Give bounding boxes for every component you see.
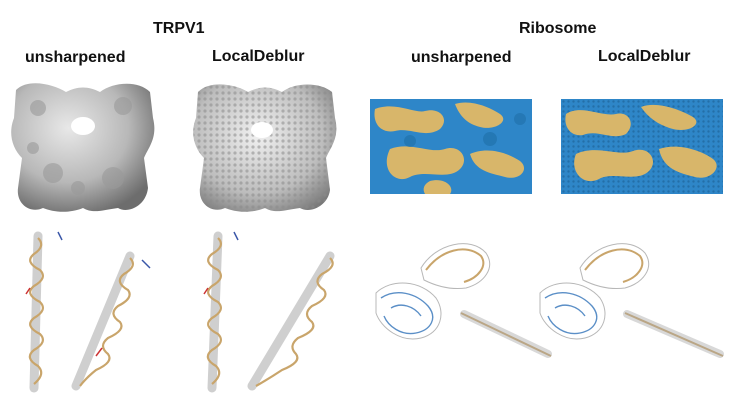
trpv1-unsharpened-model [10, 228, 160, 398]
trpv1-localdeblur-map [190, 78, 340, 218]
panel-label-ribosome-localdeblur: LocalDeblur [598, 48, 691, 65]
panel-label-trpv1-localdeblur: LocalDeblur [212, 48, 305, 65]
ribosome-unsharpened-map [370, 99, 532, 194]
ribosome-localdeblur-map [561, 99, 723, 194]
group-title-ribosome: Ribosome [519, 20, 597, 37]
ribosome-unsharpened-model [366, 228, 566, 368]
group-title-trpv1: TRPV1 [153, 20, 205, 37]
ribosome-localdeblur-model [535, 228, 735, 368]
trpv1-localdeblur-model [190, 228, 350, 398]
trpv1-unsharpened-map [8, 78, 158, 218]
panel-label-trpv1-unsharpened: unsharpened [25, 49, 126, 66]
panel-label-ribosome-unsharpened: unsharpened [411, 49, 512, 66]
